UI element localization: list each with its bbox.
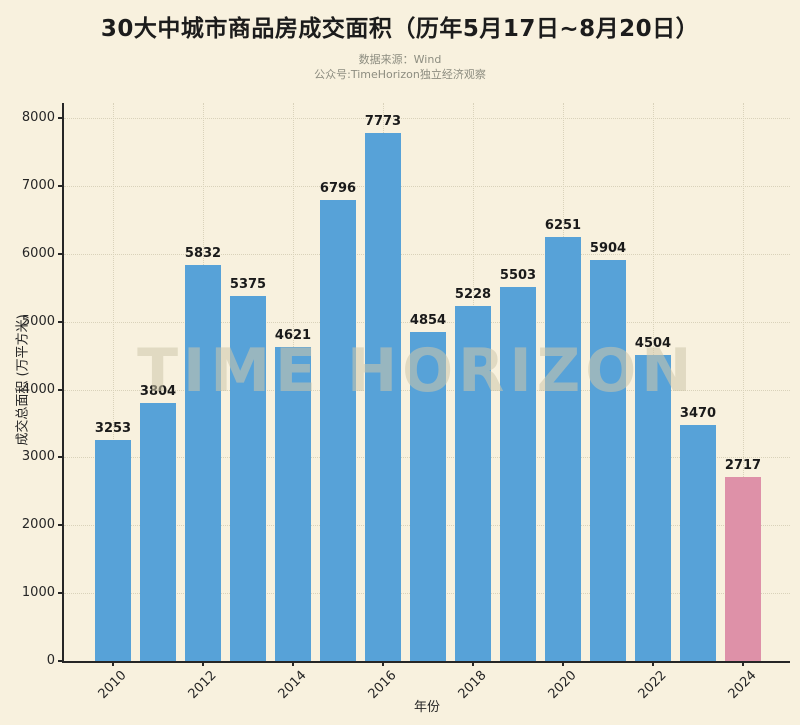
gridline-horizontal: [64, 321, 790, 323]
bar-value-label: 3470: [679, 406, 717, 422]
x-tick-label: 2010: [95, 668, 130, 703]
bar-value-label: 6251: [544, 217, 582, 233]
bar-value-label: 6796: [319, 180, 357, 196]
bar-value-label: 2717: [724, 457, 762, 473]
bar-value-label: 5503: [499, 268, 537, 284]
bar-value-label: 3253: [94, 421, 132, 437]
y-axis-tick: [58, 524, 64, 527]
y-axis-tick: [58, 184, 64, 187]
gridline-horizontal: [64, 185, 790, 187]
gridline-horizontal: [64, 253, 790, 255]
bar: [230, 296, 266, 661]
y-tick-label: 7000: [21, 177, 55, 193]
bar-value-label: 5832: [184, 246, 222, 262]
y-axis-title: 成交总面积 (万平方米): [15, 314, 31, 446]
x-axis-tick: [292, 661, 294, 666]
x-axis-tick: [112, 661, 114, 666]
y-tick-label: 1000: [21, 585, 55, 601]
y-axis-tick: [58, 456, 64, 459]
bar: [455, 306, 491, 661]
bar-value-label: 4621: [274, 328, 312, 344]
chart-title: 30大中城市商品房成交面积（历年5月17日~8月20日）: [100, 16, 700, 42]
bar-value-label: 4854: [409, 312, 447, 328]
y-tick-label: 8000: [21, 110, 55, 125]
y-axis-tick: [58, 320, 64, 323]
bar: [140, 402, 176, 661]
bar-value-label: 5375: [229, 277, 267, 293]
gridline-vertical: [743, 103, 744, 661]
x-tick-label: 2024: [725, 668, 760, 703]
x-tick-label: 2022: [635, 668, 670, 703]
bar: [365, 133, 401, 661]
y-tick-label: 5000: [21, 313, 55, 329]
bar-value-label: 4504: [634, 336, 672, 352]
y-axis-tick: [58, 117, 64, 119]
y-axis-tick: [58, 388, 64, 391]
bar-highlighted: [725, 476, 761, 661]
bar-value-label: 7773: [364, 114, 402, 130]
y-tick-label: 4000: [21, 381, 55, 397]
subtitle-data-source: 数据来源：Wind: [358, 53, 442, 66]
x-axis-tick: [742, 661, 744, 666]
bar: [590, 260, 626, 661]
x-axis-tick: [562, 661, 564, 666]
bar: [320, 199, 356, 661]
y-axis-tick: [58, 252, 64, 255]
gridline-horizontal: [64, 118, 790, 119]
x-axis-title: 年份: [413, 700, 440, 715]
x-axis-tick: [472, 661, 474, 666]
x-axis-tick: [652, 661, 654, 666]
x-axis-tick: [202, 661, 204, 666]
y-tick-label: 0: [46, 653, 55, 668]
bar: [410, 331, 446, 661]
gridline-vertical: [113, 103, 114, 661]
bar: [95, 440, 131, 661]
y-axis-line: [62, 103, 64, 661]
y-tick-label: 6000: [21, 245, 55, 261]
bar: [545, 236, 581, 661]
bar-value-label: 5228: [454, 287, 492, 303]
bar-value-label: 5904: [589, 241, 627, 257]
y-axis-tick: [58, 592, 64, 595]
y-tick-label: 2000: [21, 517, 55, 533]
x-axis-tick: [382, 661, 384, 666]
bar: [680, 425, 716, 661]
bar-value-label: 3804: [139, 383, 177, 399]
x-tick-label: 2012: [185, 668, 220, 703]
y-axis-tick: [58, 660, 64, 662]
y-tick-label: 3000: [21, 449, 55, 465]
bar: [275, 347, 311, 661]
bar: [500, 287, 536, 661]
x-axis-line: [62, 661, 790, 663]
subtitle-account: 公众号:TimeHorizon独立经济观察: [314, 68, 486, 81]
bar: [185, 265, 221, 661]
bar: [635, 355, 671, 661]
